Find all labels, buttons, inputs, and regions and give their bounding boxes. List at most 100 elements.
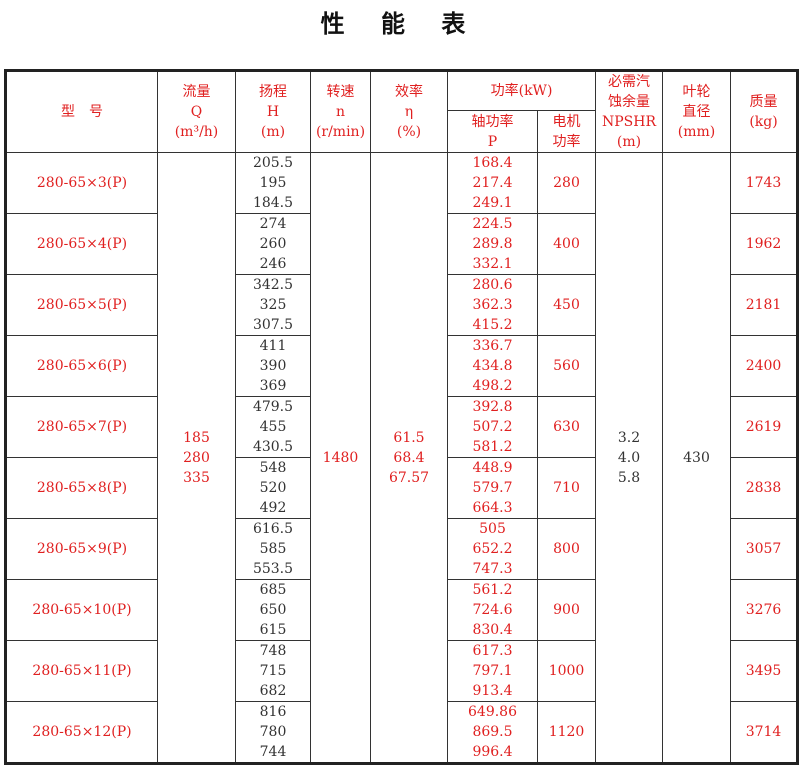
shaft-power-cell: 448.9 579.7 664.3 xyxy=(447,457,538,519)
header-motor-power: 电机 功率 xyxy=(536,110,597,153)
shaft-power-cell: 505 652.2 747.3 xyxy=(447,518,538,580)
mass-cell: 3714 xyxy=(730,701,799,764)
table-row: 280-65×12(P) 816 780 744 649.86 869.5 996.4 112… xyxy=(5,701,799,764)
cell-line: 747.3 xyxy=(472,561,513,577)
cell-line: 流量 xyxy=(182,84,211,100)
mass-cell: 2838 xyxy=(730,457,799,519)
table-row: 280-65×5(P) 342.5 325 307.5 280.6 362.3 415.2 4… xyxy=(5,274,799,336)
cell-line: 3.2 xyxy=(617,429,641,446)
cell-line: 616.5 xyxy=(252,521,294,537)
cell-line: 664.3 xyxy=(472,500,513,516)
head-cell: 411 390 369 xyxy=(235,335,311,397)
model-cell: 280-65×12(P) xyxy=(5,701,158,764)
header-efficiency: 效率 η (%) xyxy=(370,70,448,153)
cell-line: 507.2 xyxy=(472,419,513,435)
cell-line: 转速 xyxy=(326,84,355,100)
cell-line: NPSHR xyxy=(602,114,657,130)
cell-line: 289.8 xyxy=(472,236,513,252)
cell-line: 叶轮 xyxy=(682,84,711,100)
cell-line: 649.86 xyxy=(468,704,517,720)
cell-line: 205.5 xyxy=(252,155,294,171)
motor-power-cell: 400 xyxy=(536,213,597,275)
head-cell: 748 715 682 xyxy=(235,640,311,702)
cell-line: 797.1 xyxy=(472,663,513,679)
header-power: 功率(kW) xyxy=(446,69,597,112)
model-cell: 280-65×3(P) xyxy=(5,152,158,214)
cell-line: 816 xyxy=(259,704,287,720)
table-row: 280-65×3(P) 185 280 335 205.5 195 184.5 1480 61.… xyxy=(5,152,799,764)
page-title: 性 能 表 xyxy=(320,10,480,38)
header-mass: 质量 (kg) xyxy=(730,70,799,153)
cell-line: 996.4 xyxy=(472,744,513,760)
cell-line: 650 xyxy=(259,602,287,618)
table-row: 280-65×8(P) 548 520 492 448.9 579.7 664.3 710 28… xyxy=(5,457,799,519)
cell-line: 369 xyxy=(259,378,287,394)
cell-line: (m³/h) xyxy=(174,124,219,140)
table-row: 280-65×6(P) 411 390 369 336.7 434.8 498.2 560 24… xyxy=(5,335,799,397)
cell-line: 260 xyxy=(259,236,287,252)
cell-line: H xyxy=(266,104,280,120)
cell-line: 362.3 xyxy=(472,297,513,313)
cell-line: 520 xyxy=(259,480,287,496)
cell-line: 扬程 xyxy=(259,84,287,100)
cell-line: 390 xyxy=(259,358,287,374)
cell-line: 913.4 xyxy=(472,683,513,699)
cell-line: 415.2 xyxy=(472,317,513,333)
table-row: 280-65×7(P) 479.5 455 430.5 392.8 507.2 581.2 6… xyxy=(5,396,799,458)
cell-line: 411 xyxy=(259,338,287,354)
cell-line: n xyxy=(335,104,346,120)
cell-line: 332.1 xyxy=(472,256,513,272)
header-npshr: 必需汽 蚀余量 NPSHR (m) xyxy=(595,70,664,153)
model-cell: 280-65×8(P) xyxy=(5,457,158,519)
impeller-cell: 430 xyxy=(662,152,732,764)
head-cell: 342.5 325 307.5 xyxy=(235,274,311,336)
head-cell: 816 780 744 xyxy=(235,701,311,764)
motor-power-cell: 450 xyxy=(536,274,597,336)
model-cell: 280-65×5(P) xyxy=(5,274,158,336)
model-cell: 280-65×10(P) xyxy=(5,579,158,641)
cell-line: 336.7 xyxy=(472,338,513,354)
cell-line: 直径 xyxy=(682,104,711,120)
flow-cell: 185 280 335 xyxy=(157,152,236,764)
mass-cell: 1743 xyxy=(730,152,799,214)
cell-line: 448.9 xyxy=(472,460,513,476)
cell-line: 249.1 xyxy=(472,195,513,211)
cell-line: 168.4 xyxy=(472,155,513,171)
model-cell: 280-65×9(P) xyxy=(5,518,158,580)
cell-line: 685 xyxy=(259,582,287,598)
header-head: 扬程 H (m) xyxy=(235,70,311,153)
shaft-power-cell: 168.4 217.4 249.1 xyxy=(447,152,538,214)
mass-cell: 3276 xyxy=(730,579,799,641)
mass-cell: 2619 xyxy=(730,396,799,458)
motor-power-cell: 800 xyxy=(536,518,597,580)
cell-line: 质量 xyxy=(749,94,778,110)
mass-cell: 2400 xyxy=(730,335,799,397)
header-flow: 流量 Q (m³/h) xyxy=(157,70,236,153)
cell-line: 325 xyxy=(259,297,287,313)
motor-power-cell: 900 xyxy=(536,579,597,641)
cell-line: 830.4 xyxy=(472,622,513,638)
head-cell: 685 650 615 xyxy=(235,579,311,641)
head-cell: 274 260 246 xyxy=(235,213,311,275)
table-row: 280-65×10(P) 685 650 615 561.2 724.6 830.4 900 3… xyxy=(5,579,799,641)
cell-line: (m) xyxy=(616,134,642,150)
motor-power-cell: 1000 xyxy=(536,640,597,702)
cell-line: 5.8 xyxy=(617,469,641,486)
motor-power-cell: 280 xyxy=(536,152,597,214)
cell-line: 505 xyxy=(479,521,506,537)
model-cell: 280-65×6(P) xyxy=(5,335,158,397)
header-speed: 转速 n (r/min) xyxy=(310,70,371,153)
shaft-power-cell: 649.86 869.5 996.4 xyxy=(447,701,538,764)
cell-line: 轴功率 xyxy=(471,113,514,130)
cell-line: 748 xyxy=(259,643,287,659)
mass-cell: 1962 xyxy=(730,213,799,275)
cell-line: 功率 xyxy=(552,133,581,150)
cell-line: 715 xyxy=(259,663,287,679)
mass-cell: 3057 xyxy=(730,518,799,580)
model-cell: 280-65×7(P) xyxy=(5,396,158,458)
cell-line: (m) xyxy=(260,124,286,140)
cell-line: 579.7 xyxy=(472,480,513,496)
cell-line: 780 xyxy=(259,724,287,740)
cell-line: (r/min) xyxy=(315,124,366,140)
cell-line: 548 xyxy=(259,460,287,476)
